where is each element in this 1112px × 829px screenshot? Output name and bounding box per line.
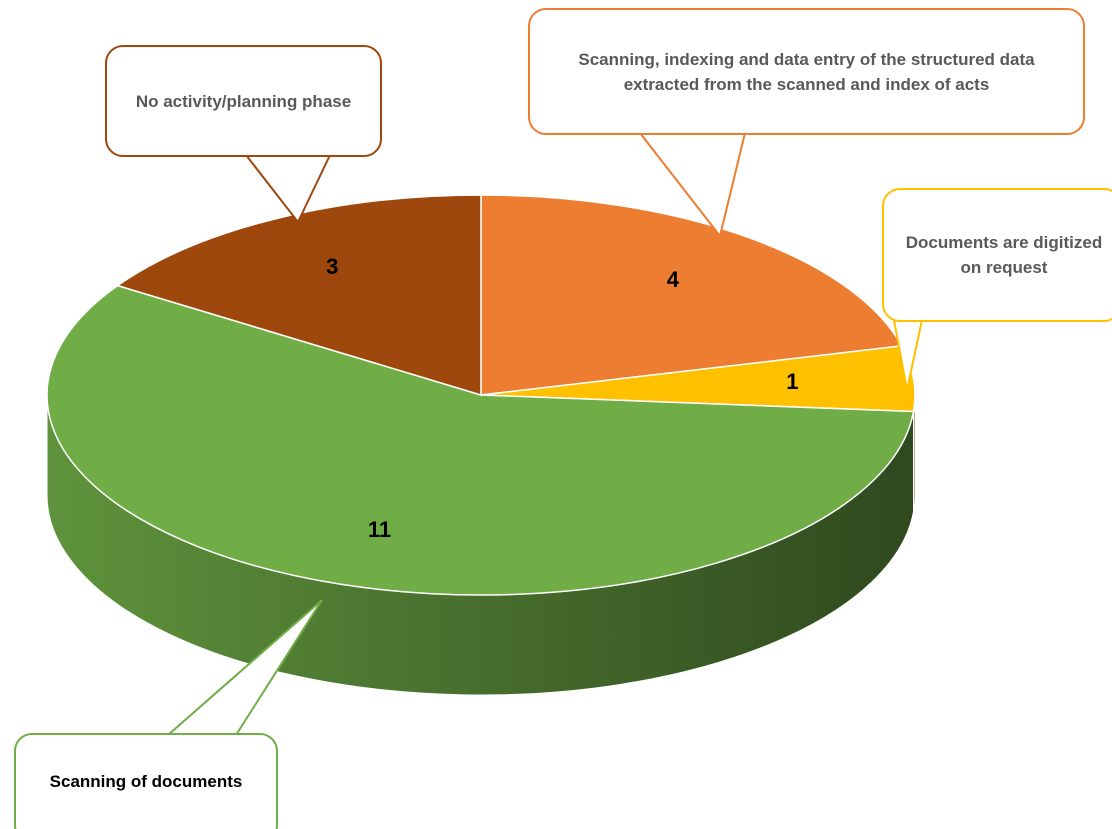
callout-label: No activity/planning phase — [105, 45, 382, 157]
callout-label: Scanning, indexing and data entry of the… — [528, 8, 1085, 135]
callout-label: Documents are digitized on request — [882, 188, 1112, 322]
pie-tops — [46, 194, 916, 596]
value-label: 1 — [786, 369, 798, 394]
value-label: 11 — [368, 517, 391, 542]
value-label: 3 — [326, 254, 338, 279]
value-label: 4 — [667, 267, 680, 292]
pie-slice — [115, 194, 482, 397]
pie-slice — [480, 194, 903, 396]
callout-label: Scanning of documents — [14, 733, 278, 829]
pie-slice — [46, 284, 915, 596]
